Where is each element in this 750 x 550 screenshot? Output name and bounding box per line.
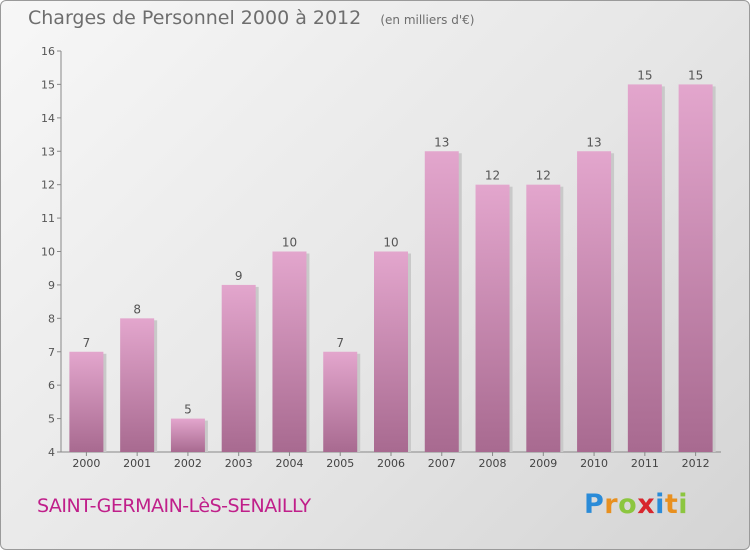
x-tick-label: 2011: [631, 457, 659, 470]
x-tick-label: 2003: [225, 457, 253, 470]
y-tick-label: 4: [48, 446, 55, 459]
x-tick-label: 2007: [428, 457, 456, 470]
y-tick-label: 16: [41, 45, 55, 58]
data-label: 9: [235, 269, 243, 283]
x-tick-label: 2005: [326, 457, 354, 470]
y-tick-label: 9: [48, 279, 55, 292]
y-tick-label: 11: [41, 212, 55, 225]
data-label: 10: [282, 236, 297, 250]
logo-letter: t: [664, 489, 679, 520]
logo-letter: o: [618, 489, 638, 520]
x-tick-label: 2010: [580, 457, 608, 470]
y-tick-label: 12: [41, 179, 55, 192]
logo-letter: x: [637, 489, 656, 520]
proxiti-logo: Proxiti: [584, 489, 688, 520]
chart-unit-note: (en milliers d'€): [380, 13, 475, 27]
data-label: 12: [485, 169, 500, 183]
y-tick-label: 10: [41, 246, 55, 259]
y-tick-label: 6: [48, 379, 55, 392]
x-tick-label: 2000: [72, 457, 100, 470]
title-row: Charges de Personnel 2000 à 2012 (en mil…: [28, 7, 474, 29]
x-tick-label: 2001: [123, 457, 151, 470]
data-label: 12: [536, 169, 551, 183]
bar: [475, 184, 510, 452]
y-tick-label: 14: [41, 112, 55, 125]
x-tick-label: 2009: [529, 457, 557, 470]
data-label: 13: [586, 135, 601, 149]
data-label: 10: [383, 236, 398, 250]
data-label: 15: [637, 68, 652, 82]
y-tick-label: 8: [48, 312, 55, 325]
bar: [323, 351, 358, 452]
bar: [627, 84, 662, 453]
bar: [221, 284, 256, 452]
logo-letter: r: [604, 489, 619, 520]
bar: [120, 318, 155, 452]
data-label: 8: [133, 302, 141, 316]
bar: [374, 251, 408, 452]
y-tick-label: 5: [48, 413, 55, 426]
bar: [69, 351, 104, 452]
bar: [577, 151, 612, 452]
x-tick-label: 2008: [479, 457, 507, 470]
y-tick-label: 7: [48, 346, 55, 359]
logo-letter: P: [584, 489, 605, 520]
data-label: 15: [688, 68, 703, 82]
data-label: 13: [434, 135, 449, 149]
chart-title: Charges de Personnel 2000 à 2012: [28, 7, 362, 29]
x-tick-label: 2012: [682, 457, 710, 470]
logo-letter: i: [678, 489, 689, 520]
bar: [272, 251, 307, 452]
data-label: 7: [336, 336, 344, 350]
bar: [526, 184, 561, 452]
x-tick-label: 2004: [275, 457, 303, 470]
data-label: 7: [83, 336, 91, 350]
bar: [170, 418, 205, 452]
logo-letter: i: [655, 489, 665, 520]
x-tick-label: 2006: [377, 457, 405, 470]
y-tick-label: 13: [41, 145, 55, 158]
bar: [424, 151, 459, 452]
commune-name: SAINT-GERMAIN-LèS-SENAILLY: [37, 495, 311, 517]
x-tick-label: 2002: [174, 457, 202, 470]
data-label: 5: [184, 403, 192, 417]
y-tick-label: 15: [41, 78, 55, 91]
bar: [678, 84, 713, 453]
